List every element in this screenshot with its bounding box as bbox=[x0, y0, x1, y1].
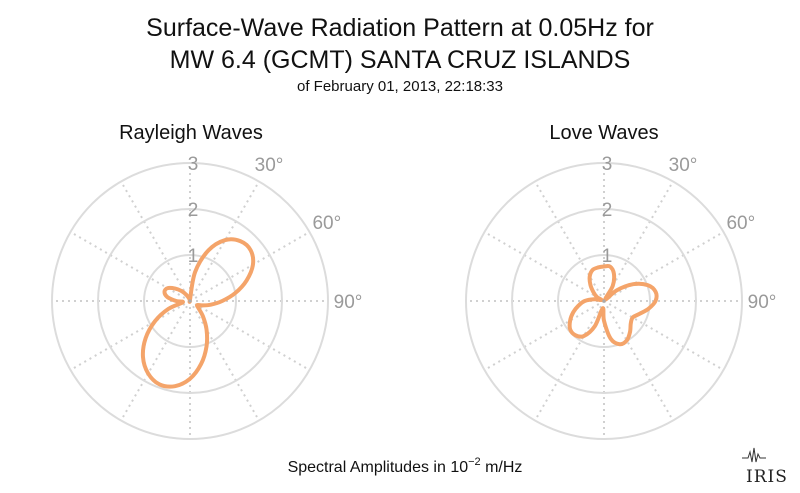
love-center-point bbox=[602, 299, 606, 303]
love-angle-label-30: 30° bbox=[669, 155, 698, 176]
rayleigh-spoke-210 bbox=[120, 300, 191, 422]
rayleigh-amplitude-curve bbox=[140, 237, 256, 389]
love-amplitude-curve bbox=[567, 263, 659, 347]
love-radius-label-2: 2 bbox=[602, 200, 613, 221]
love-spoke-120 bbox=[603, 300, 725, 371]
rayleigh-angle-label-60: 60° bbox=[312, 213, 341, 234]
love-spoke-150 bbox=[603, 300, 674, 422]
figure-subtitle: of February 01, 2013, 22:18:33 bbox=[297, 78, 503, 95]
rayleigh-ring-2 bbox=[97, 208, 283, 394]
love-ring-1 bbox=[557, 254, 651, 348]
caption-exponent: −2 bbox=[468, 456, 481, 468]
rayleigh-angle-label-90: 90° bbox=[334, 292, 363, 313]
logo-text: IRIS bbox=[746, 467, 788, 487]
love-spoke-60 bbox=[603, 231, 725, 302]
love-radius-label-1: 1 bbox=[602, 246, 613, 267]
love-spoke-210 bbox=[534, 300, 605, 422]
love-polar-plot: 1 2 3 30° 60° 90° Love Waves bbox=[465, 122, 777, 440]
rayleigh-ring-3 bbox=[51, 162, 329, 440]
love-ring-3 bbox=[465, 162, 743, 440]
rayleigh-spoke-150 bbox=[189, 300, 260, 422]
rayleigh-spoke-120 bbox=[189, 300, 311, 371]
love-ring-2 bbox=[511, 208, 697, 394]
rayleigh-polar-plot: 1 2 3 30° 60° 90° Rayleigh Waves bbox=[51, 122, 363, 440]
love-spoke-330 bbox=[534, 180, 605, 302]
rayleigh-ring-1 bbox=[143, 254, 237, 348]
rayleigh-angle-label-30: 30° bbox=[255, 155, 284, 176]
love-spoke-300 bbox=[483, 231, 605, 302]
love-spoke-240 bbox=[483, 300, 605, 371]
seismogram-icon bbox=[742, 447, 766, 463]
love-angle-label-90: 90° bbox=[748, 292, 777, 313]
rayleigh-center-point bbox=[188, 299, 192, 303]
rayleigh-spoke-30 bbox=[189, 180, 260, 302]
caption-prefix: Spectral Amplitudes in 10 bbox=[288, 459, 469, 476]
amplitude-units-caption: Spectral Amplitudes in 10−2 m/Hz bbox=[288, 456, 523, 476]
love-panel-title: Love Waves bbox=[549, 122, 658, 144]
love-radius-label-3: 3 bbox=[602, 154, 613, 175]
love-angle-label-60: 60° bbox=[726, 213, 755, 234]
rayleigh-radius-label-3: 3 bbox=[188, 154, 199, 175]
rayleigh-spoke-330 bbox=[120, 180, 191, 302]
figure-title-line2: MW 6.4 (GCMT) SANTA CRUZ ISLANDS bbox=[170, 46, 631, 74]
rayleigh-radius-label-2: 2 bbox=[188, 200, 199, 221]
rayleigh-spoke-60 bbox=[189, 231, 311, 302]
figure-title-line1: Surface-Wave Radiation Pattern at 0.05Hz… bbox=[146, 14, 654, 42]
caption-suffix: m/Hz bbox=[481, 459, 523, 476]
rayleigh-spoke-240 bbox=[69, 300, 191, 371]
rayleigh-radius-label-1: 1 bbox=[188, 246, 199, 267]
rayleigh-spoke-300 bbox=[69, 231, 191, 302]
love-spoke-30 bbox=[603, 180, 674, 302]
iris-logo: IRIS bbox=[742, 447, 788, 487]
rayleigh-panel-title: Rayleigh Waves bbox=[119, 122, 263, 144]
